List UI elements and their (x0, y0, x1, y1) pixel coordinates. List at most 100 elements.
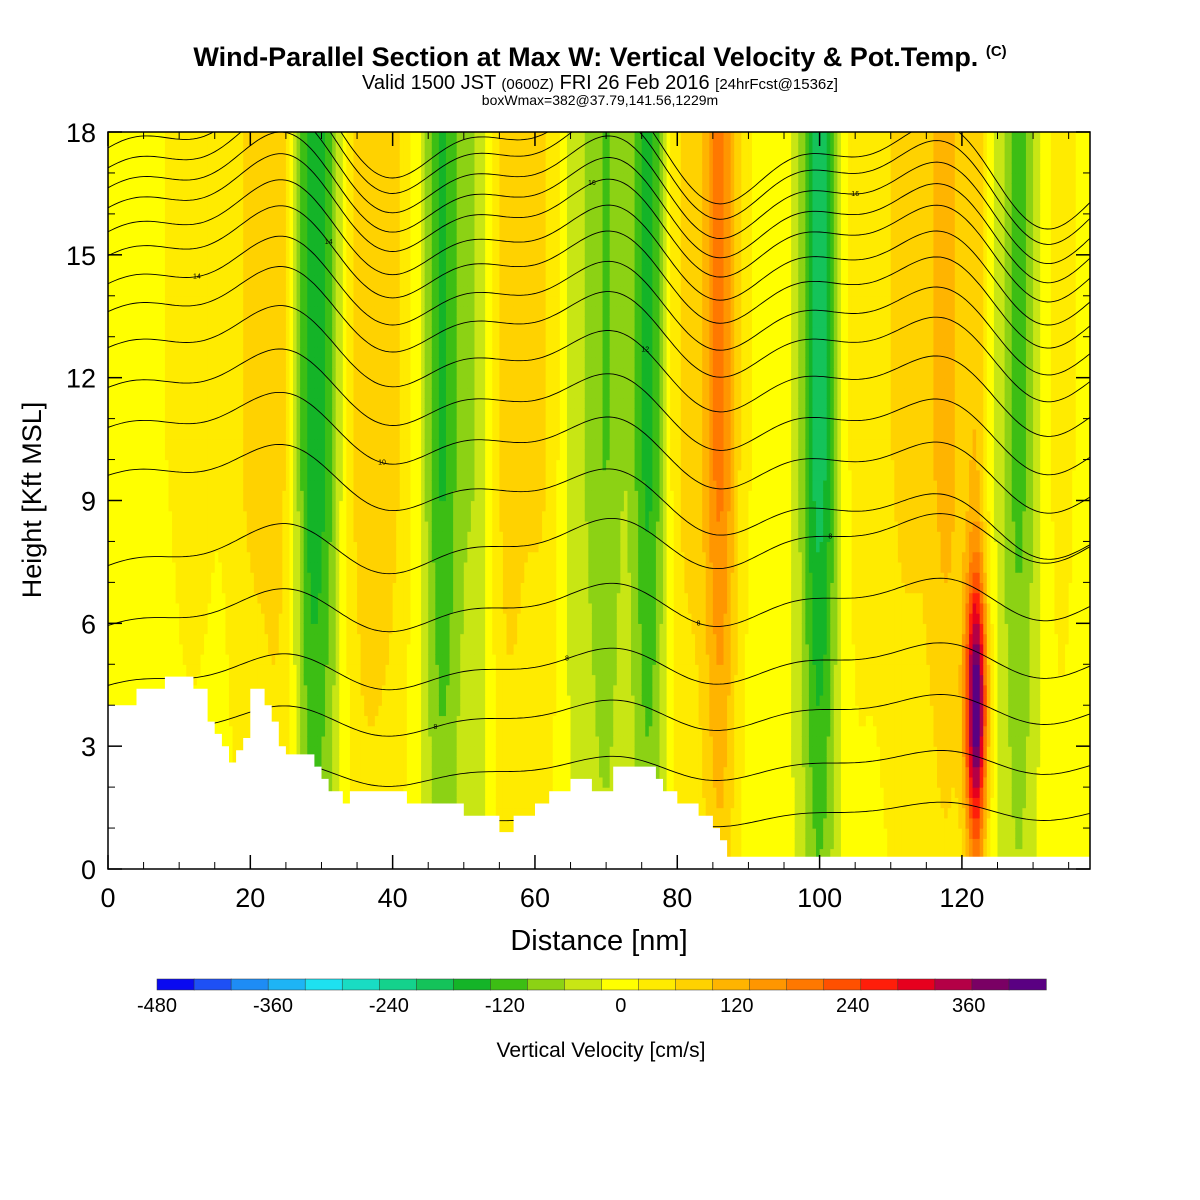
w-cell (346, 582, 351, 594)
w-cell (342, 490, 347, 502)
w-cell (168, 531, 173, 543)
w-cell (346, 664, 351, 676)
w-cell (228, 346, 234, 358)
w-cell (307, 234, 312, 246)
w-cell (278, 316, 283, 328)
w-cell (136, 439, 141, 450)
w-cell (257, 275, 262, 287)
w-cell (278, 602, 283, 614)
w-cell (140, 490, 145, 502)
w-cell (196, 275, 202, 287)
w-cell (339, 643, 344, 655)
w-cell (310, 418, 315, 430)
w-cell (228, 398, 234, 409)
w-cell (349, 510, 355, 522)
w-cell (143, 664, 148, 676)
w-cell (346, 336, 351, 348)
w-cell (325, 561, 330, 573)
w-cell (264, 377, 269, 389)
w-cell (182, 357, 187, 369)
w-cell (211, 336, 216, 348)
w-cell (328, 746, 333, 758)
w-cell (189, 408, 194, 420)
w-cell (342, 684, 347, 696)
w-cell (296, 377, 301, 389)
w-cell (349, 357, 355, 369)
w-cell (122, 623, 127, 635)
w-cell (260, 234, 266, 246)
w-cell (342, 705, 347, 717)
w-cell (289, 162, 294, 174)
w-cell (118, 674, 123, 686)
w-cell (339, 418, 344, 430)
w-cell (218, 428, 223, 440)
w-cell (228, 439, 234, 450)
w-cell (200, 203, 205, 215)
w-cell (314, 756, 319, 768)
w-cell (150, 500, 155, 512)
w-cell (243, 602, 248, 614)
w-cell (157, 439, 162, 450)
w-cell (189, 316, 194, 328)
w-cell (196, 306, 202, 317)
w-cell (111, 449, 116, 461)
w-cell (182, 510, 187, 522)
w-cell (228, 428, 234, 440)
w-cell (186, 254, 191, 266)
w-cell (147, 643, 152, 655)
w-cell (268, 213, 273, 225)
w-cell (147, 387, 152, 399)
w-cell (250, 306, 255, 317)
w-cell (303, 459, 308, 471)
w-cell (228, 193, 234, 205)
w-cell (150, 592, 155, 604)
w-cell (349, 326, 355, 338)
w-cell (154, 643, 159, 655)
w-cell (182, 602, 187, 614)
w-cell (204, 387, 209, 399)
w-cell (285, 398, 291, 409)
w-cell (289, 684, 294, 696)
w-cell (246, 725, 251, 737)
w-cell (125, 480, 130, 491)
w-cell (257, 480, 262, 491)
w-cell (179, 346, 184, 358)
w-cell (303, 224, 308, 235)
w-cell (321, 520, 326, 532)
w-cell (346, 162, 351, 174)
w-cell (339, 613, 344, 624)
w-cell (257, 387, 262, 399)
w-cell (335, 336, 340, 348)
w-cell (253, 520, 259, 532)
w-cell (161, 234, 166, 246)
w-cell (108, 316, 113, 328)
w-cell (129, 613, 134, 624)
w-cell (140, 316, 145, 328)
w-cell (147, 572, 152, 583)
w-cell (310, 531, 315, 543)
w-cell (118, 449, 123, 461)
w-cell (200, 183, 205, 195)
w-cell (246, 664, 251, 676)
w-cell (157, 213, 162, 225)
w-cell (225, 142, 230, 154)
w-cell (253, 326, 259, 338)
w-cell (317, 398, 323, 409)
w-cell (300, 510, 305, 522)
w-cell (115, 459, 120, 471)
w-cell (246, 613, 251, 624)
w-cell (275, 132, 280, 143)
w-cell (147, 613, 152, 624)
w-cell (321, 541, 326, 553)
w-cell (182, 183, 187, 195)
w-cell (303, 613, 308, 624)
w-cell (211, 193, 216, 205)
w-cell (179, 398, 184, 409)
w-cell (111, 203, 116, 215)
w-cell (285, 705, 291, 717)
w-cell (214, 715, 219, 727)
w-cell (118, 602, 123, 614)
w-cell (193, 541, 198, 553)
w-cell (307, 285, 312, 297)
